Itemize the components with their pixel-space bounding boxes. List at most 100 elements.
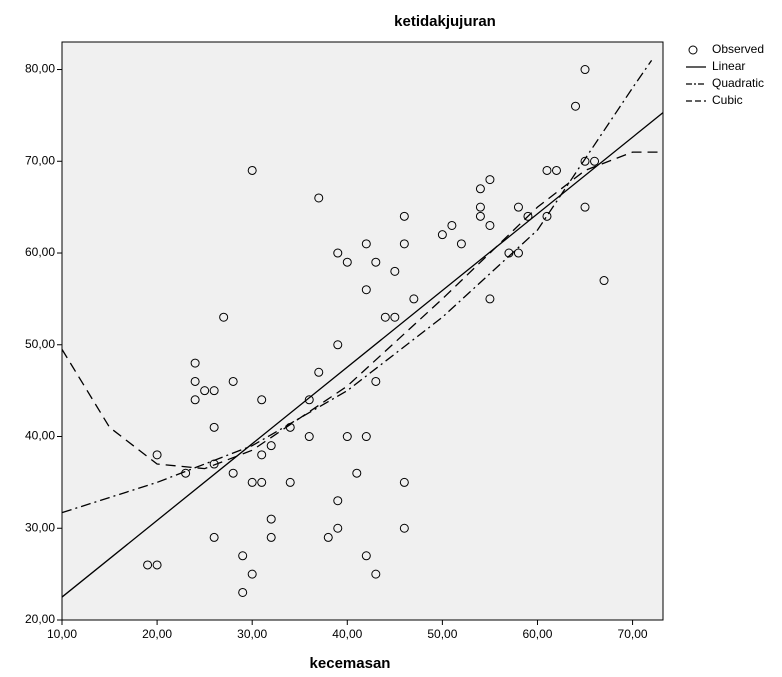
data-point — [247, 477, 257, 487]
data-point — [380, 312, 390, 322]
data-point — [580, 202, 590, 212]
data-point — [333, 496, 343, 506]
data-point — [143, 560, 153, 570]
data-point — [399, 239, 409, 249]
data-point — [475, 202, 485, 212]
data-point — [219, 312, 229, 322]
fit-line — [61, 151, 662, 470]
data-point — [551, 165, 561, 175]
plot-area — [61, 41, 664, 621]
x-axis-label: kecemasan — [310, 655, 391, 672]
y-tick-label: 20,00 — [25, 612, 55, 626]
data-point — [371, 569, 381, 579]
data-point — [342, 432, 352, 442]
data-point — [571, 101, 581, 111]
x-tick-label: 70,00 — [618, 627, 648, 641]
data-point — [513, 202, 523, 212]
data-point — [228, 376, 238, 386]
data-point — [542, 165, 552, 175]
y-tick-label: 30,00 — [25, 520, 55, 534]
data-point — [485, 220, 495, 230]
data-point — [590, 156, 600, 166]
data-point — [200, 386, 210, 396]
data-point — [542, 211, 552, 221]
y-tick-label: 70,00 — [25, 153, 55, 167]
data-point — [266, 514, 276, 524]
data-point — [456, 239, 466, 249]
data-point — [304, 432, 314, 442]
y-tick-label: 40,00 — [25, 429, 55, 443]
data-point — [238, 587, 248, 597]
data-point — [580, 65, 590, 75]
data-point — [361, 285, 371, 295]
data-point — [390, 312, 400, 322]
data-point — [352, 468, 362, 478]
data-point — [209, 532, 219, 542]
data-point — [342, 257, 352, 267]
data-point — [257, 477, 267, 487]
fit-line — [61, 59, 653, 514]
data-point — [475, 211, 485, 221]
data-point — [228, 468, 238, 478]
legend-label: Quadratic — [712, 76, 764, 90]
data-point — [152, 560, 162, 570]
data-point — [399, 211, 409, 221]
legend-label: Cubic — [712, 93, 743, 107]
data-point — [266, 532, 276, 542]
data-point — [371, 257, 381, 267]
data-point — [285, 477, 295, 487]
data-point — [399, 477, 409, 487]
data-point — [304, 395, 314, 405]
data-point — [209, 386, 219, 396]
x-tick-label: 50,00 — [427, 627, 457, 641]
data-point — [361, 239, 371, 249]
data-point — [257, 395, 267, 405]
legend-marker — [688, 45, 698, 55]
x-tick-label: 30,00 — [237, 627, 267, 641]
data-point — [323, 532, 333, 542]
data-point — [475, 184, 485, 194]
data-point — [238, 551, 248, 561]
data-point — [247, 165, 257, 175]
data-point — [513, 248, 523, 258]
data-point — [257, 450, 267, 460]
data-point — [437, 230, 447, 240]
data-point — [361, 432, 371, 442]
data-point — [190, 358, 200, 368]
data-point — [399, 523, 409, 533]
x-tick-label: 10,00 — [47, 627, 77, 641]
data-point — [333, 523, 343, 533]
data-point — [485, 175, 495, 185]
data-point — [599, 276, 609, 286]
fit-line — [61, 112, 664, 598]
data-point — [209, 422, 219, 432]
data-point — [314, 367, 324, 377]
y-tick-label: 80,00 — [25, 62, 55, 76]
data-point — [447, 220, 457, 230]
data-point — [580, 156, 590, 166]
data-point — [152, 450, 162, 460]
x-tick-label: 40,00 — [332, 627, 362, 641]
data-point — [190, 376, 200, 386]
data-point — [361, 551, 371, 561]
data-point — [247, 569, 257, 579]
y-tick-label: 50,00 — [25, 337, 55, 351]
data-point — [390, 266, 400, 276]
legend-label: Observed — [712, 42, 764, 56]
y-tick-label: 60,00 — [25, 245, 55, 259]
data-point — [333, 340, 343, 350]
data-point — [333, 248, 343, 258]
x-tick-label: 60,00 — [522, 627, 552, 641]
data-point — [266, 441, 276, 451]
data-point — [371, 376, 381, 386]
data-point — [314, 193, 324, 203]
data-point — [190, 395, 200, 405]
x-tick-label: 20,00 — [142, 627, 172, 641]
data-point — [523, 211, 533, 221]
data-point — [409, 294, 419, 304]
data-point — [485, 294, 495, 304]
chart-title: ketidakjujuran — [394, 13, 496, 30]
legend-label: Linear — [712, 59, 745, 73]
